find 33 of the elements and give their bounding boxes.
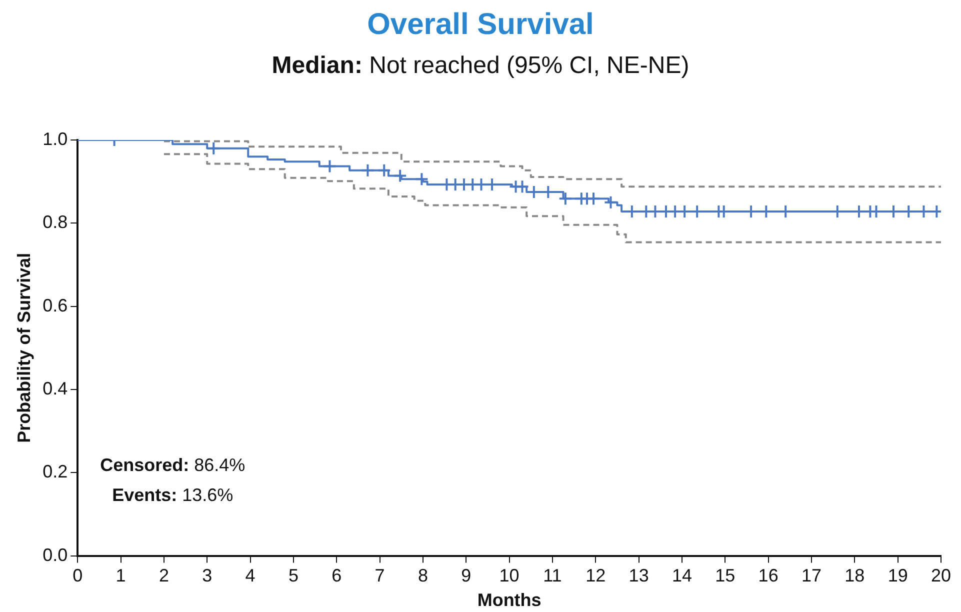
annotation: Events: 13.6% bbox=[112, 484, 234, 505]
x-tick-label: 4 bbox=[245, 566, 256, 586]
x-tick-label: 8 bbox=[418, 566, 428, 586]
x-tick-label: 16 bbox=[758, 566, 778, 586]
y-tick-label: 0.2 bbox=[42, 462, 68, 482]
x-tick-label: 14 bbox=[672, 566, 692, 586]
y-tick-label: 0.6 bbox=[42, 295, 68, 316]
x-tick-label: 6 bbox=[332, 566, 342, 586]
x-tick-label: 11 bbox=[543, 566, 562, 586]
x-tick-label: 5 bbox=[288, 566, 298, 586]
chart-subtitle: Median: Not reached (95% CI, NE-NE) bbox=[270, 52, 690, 80]
x-tick-label: 12 bbox=[586, 566, 606, 586]
x-tick-label: 15 bbox=[715, 566, 736, 586]
y-tick-label: 0.8 bbox=[42, 212, 68, 232]
x-tick-label: 0 bbox=[72, 566, 83, 586]
x-tick-label: 19 bbox=[888, 566, 908, 586]
x-tick-label: 3 bbox=[202, 566, 212, 586]
y-tick-label: 0.4 bbox=[42, 378, 68, 398]
x-tick-label: 2 bbox=[158, 566, 169, 586]
x-tick-label: 10 bbox=[499, 566, 520, 586]
x-tick-label: 17 bbox=[801, 566, 822, 586]
y-axis-title: Probability of Survival bbox=[14, 252, 34, 443]
x-axis-title: Months bbox=[477, 590, 542, 610]
x-tick-label: 7 bbox=[374, 566, 385, 586]
x-tick-label: 13 bbox=[628, 566, 649, 586]
y-tick-label: 1.0 bbox=[42, 128, 68, 149]
x-tick-label: 9 bbox=[461, 566, 472, 586]
chart-title: Overall Survival bbox=[366, 8, 595, 42]
x-tick-label: 20 bbox=[930, 566, 952, 586]
annotation: Censored: 86.4% bbox=[100, 454, 246, 475]
x-tick-label: 1 bbox=[116, 566, 126, 586]
y-tick-label: 0.0 bbox=[42, 544, 68, 565]
x-tick-label: 18 bbox=[844, 566, 865, 586]
